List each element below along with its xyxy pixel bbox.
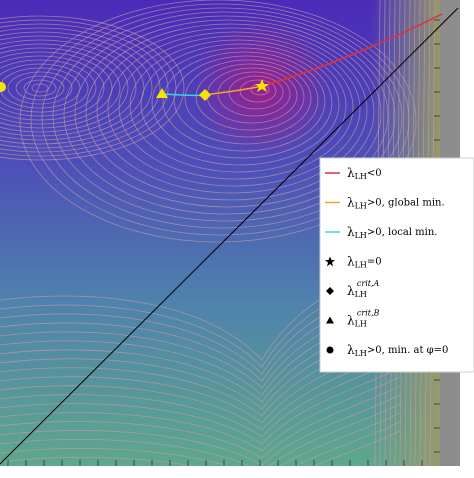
- contour: [85, 23, 375, 201]
- contour: [0, 394, 401, 466]
- label-sup: crit,A: [357, 279, 380, 288]
- label-tail: >0, local min.: [367, 227, 438, 238]
- legend-label: λLH=0: [347, 254, 382, 270]
- contour: [228, 75, 284, 110]
- contour: [151, 47, 333, 159]
- contour: [184, 59, 312, 138]
- contour: [0, 67, 81, 109]
- label-sub: LH: [355, 261, 367, 270]
- contour: [162, 51, 326, 152]
- red-curve: [261, 13, 443, 87]
- legend-label: λLH<0: [347, 166, 382, 182]
- legend-label: λLH>0, min. at φ=0: [347, 343, 448, 359]
- label-sub: LH: [355, 349, 367, 358]
- label-main: λ: [347, 225, 355, 239]
- label-main: λ: [347, 284, 355, 298]
- label-main: λ: [347, 343, 355, 357]
- contour: [239, 79, 277, 103]
- label-tail: >0, min. at φ=0: [367, 345, 448, 356]
- legend-circle: [326, 346, 334, 354]
- label-sub: LH: [355, 290, 367, 299]
- label-main: λ: [347, 313, 355, 327]
- contour: [0, 27, 161, 149]
- contour: [52, 11, 396, 222]
- label-sub: LH: [355, 320, 367, 329]
- legend-label: λLH crit,A: [347, 279, 380, 299]
- legend-box: [319, 157, 474, 373]
- contour: [7, 71, 73, 105]
- contour: [0, 43, 129, 133]
- legend-label: λLH>0, global min.: [347, 195, 445, 211]
- contour: [0, 376, 401, 452]
- contour: [140, 43, 340, 166]
- contour: [0, 51, 113, 125]
- label-sub: LH: [355, 202, 367, 211]
- label-sub: LH: [355, 172, 367, 181]
- contour: [217, 71, 291, 117]
- contour: [195, 63, 305, 131]
- diagonal-line: [0, 7, 459, 465]
- label-tail: >0, global min.: [367, 197, 445, 208]
- contour: [129, 39, 347, 173]
- contour: [0, 31, 153, 145]
- contour: [69, 430, 401, 466]
- label-main: λ: [347, 166, 355, 180]
- contour: [0, 35, 145, 141]
- contour: [0, 19, 177, 157]
- legend-diamond: [326, 287, 334, 295]
- legend-label: λLH>0, local min.: [347, 225, 437, 241]
- legend-star: [325, 256, 335, 267]
- label-main: λ: [347, 254, 355, 268]
- contour: [41, 7, 403, 229]
- label-main: λ: [347, 195, 355, 209]
- contour: [0, 55, 105, 121]
- label-tail: =0: [367, 256, 382, 267]
- label-sub: LH: [355, 231, 367, 240]
- contour: [0, 367, 401, 445]
- contour: [0, 59, 97, 117]
- contour: [19, 0, 417, 243]
- contour: [0, 63, 89, 113]
- contour: [15, 75, 65, 101]
- contour: [0, 412, 401, 466]
- contour: [0, 39, 137, 137]
- contour: [74, 19, 382, 208]
- contour: [0, 358, 401, 438]
- contour: [31, 83, 49, 93]
- legend-label: λLH crit,B: [347, 309, 380, 329]
- contour: [0, 421, 401, 466]
- contour: [0, 15, 185, 161]
- legend-triangle: [326, 316, 334, 324]
- contour: [0, 403, 401, 466]
- label-sup: crit,B: [357, 309, 380, 318]
- contour: [0, 47, 121, 129]
- label-tail: <0: [367, 168, 382, 179]
- contour: [0, 23, 169, 153]
- contour: [23, 79, 57, 97]
- plot-markers: [0, 79, 269, 101]
- contour: [63, 15, 389, 215]
- contour: [0, 385, 401, 459]
